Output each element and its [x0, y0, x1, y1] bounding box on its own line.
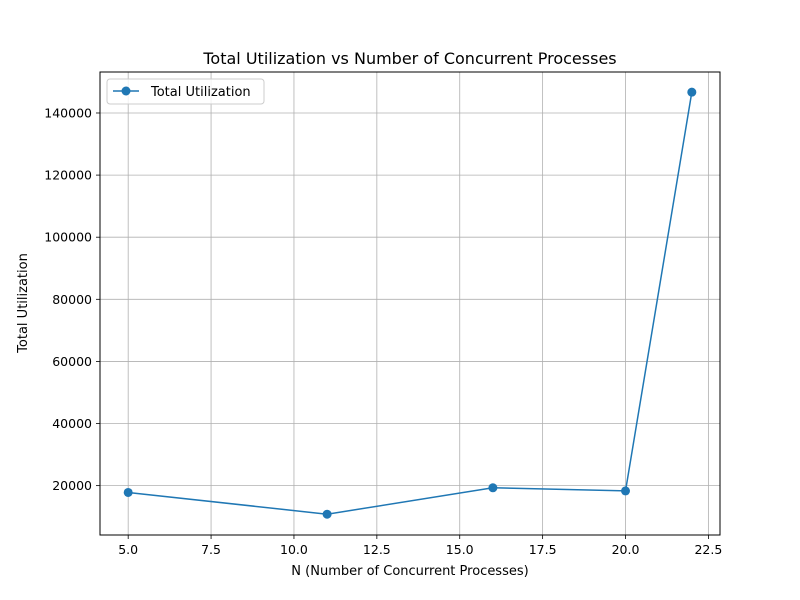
x-tick-label: 12.5: [363, 542, 391, 557]
x-tick-label: 22.5: [694, 542, 722, 557]
series-layer: [123, 87, 697, 519]
legend-entry-label: Total Utilization: [150, 85, 251, 100]
data-point: [621, 486, 631, 496]
y-tick-label: 80000: [52, 292, 92, 307]
y-tick-label: 140000: [44, 105, 92, 120]
y-tick-label: 100000: [44, 230, 92, 245]
x-tick-label: 5.0: [118, 542, 138, 557]
legend-marker-icon: [121, 86, 131, 96]
y-tick-label: 20000: [52, 478, 92, 493]
chart-title: Total Utilization vs Number of Concurren…: [202, 49, 616, 68]
plot-frame: [99, 71, 721, 536]
y-tick-label: 40000: [52, 416, 92, 431]
x-tick-label: 15.0: [446, 542, 474, 557]
x-tick-label: 10.0: [280, 542, 308, 557]
axis-ticks: 5.0 7.5 10.0 12.5 15.0 17.5 20.0 22.5 20000 40000…: [44, 105, 722, 557]
data-point: [687, 87, 697, 97]
x-axis-label: N (Number of Concurrent Processes): [291, 564, 528, 579]
y-axis-label: Total Utilization: [16, 253, 31, 354]
data-point: [488, 483, 498, 493]
y-tick-label: 60000: [52, 354, 92, 369]
x-tick-label: 17.5: [529, 542, 557, 557]
x-tick-label: 20.0: [612, 542, 640, 557]
x-tick-label: 7.5: [201, 542, 221, 557]
legend-box: [106, 78, 265, 105]
grid-lines: [100, 72, 720, 535]
legend: Total Utilization: [106, 78, 265, 105]
data-point: [322, 509, 332, 519]
y-tick-label: 120000: [44, 168, 92, 183]
data-point: [123, 487, 133, 497]
